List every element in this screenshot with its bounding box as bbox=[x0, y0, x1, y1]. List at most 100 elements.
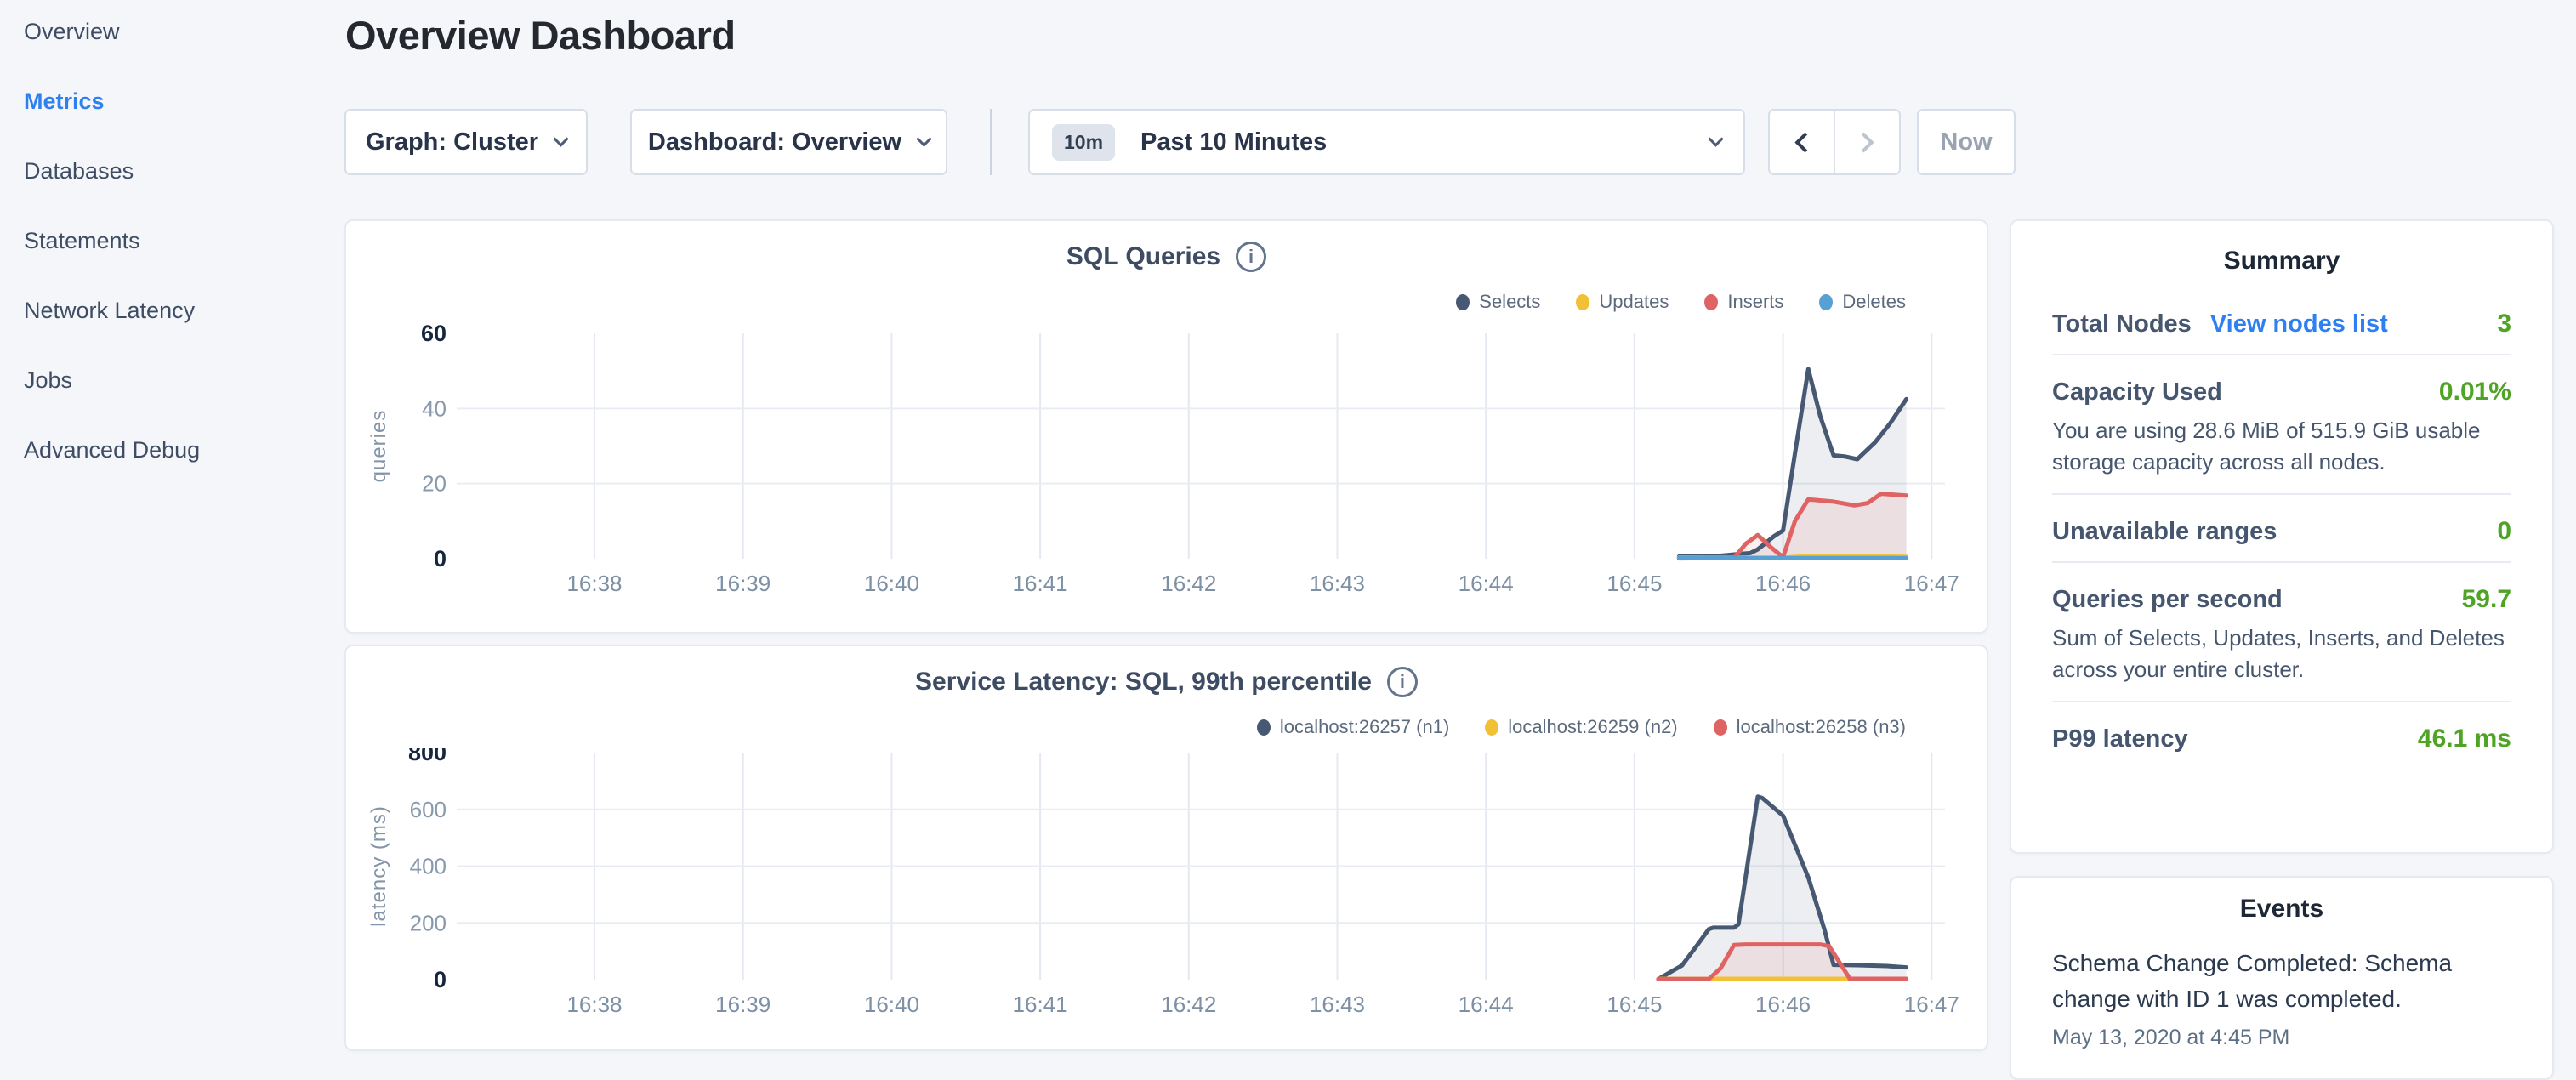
legend-item: localhost:26257 (n1) bbox=[1257, 716, 1449, 738]
service-latency-chart-card: Service Latency: SQL, 99th percentile i … bbox=[344, 645, 1988, 1051]
summary-row: Capacity Used 0.01% You are using 28.6 MiB… bbox=[2052, 355, 2511, 495]
info-icon[interactable]: i bbox=[1387, 667, 1418, 697]
legend-label: Inserts bbox=[1727, 291, 1783, 313]
summary-row: P99 latency46.1 ms bbox=[2052, 702, 2511, 769]
svg-text:16:42: 16:42 bbox=[1161, 992, 1216, 1017]
svg-text:16:45: 16:45 bbox=[1606, 992, 1662, 1017]
chevron-down-icon bbox=[916, 131, 931, 146]
legend-dot-icon bbox=[1714, 719, 1727, 736]
svg-text:16:40: 16:40 bbox=[864, 992, 919, 1017]
summary-row-value: 59.7 bbox=[2462, 585, 2511, 614]
info-icon[interactable]: i bbox=[1236, 242, 1266, 272]
sidebar-item-advanced-debug[interactable]: Advanced Debug bbox=[24, 435, 330, 464]
sidebar-item-jobs[interactable]: Jobs bbox=[24, 366, 330, 395]
time-step-buttons bbox=[1768, 109, 1901, 175]
legend-item: Updates bbox=[1576, 291, 1669, 313]
svg-text:16:44: 16:44 bbox=[1459, 571, 1514, 596]
svg-text:16:47: 16:47 bbox=[1904, 571, 1959, 596]
now-button[interactable]: Now bbox=[1917, 109, 2016, 175]
svg-text:0: 0 bbox=[434, 967, 446, 992]
summary-row-value: 0 bbox=[2497, 517, 2511, 546]
sidebar-item-databases[interactable]: Databases bbox=[24, 156, 330, 185]
summary-row-label: Capacity Used bbox=[2052, 378, 2222, 406]
svg-text:400: 400 bbox=[410, 854, 446, 879]
chevron-right-icon bbox=[1853, 132, 1874, 152]
svg-text:16:47: 16:47 bbox=[1904, 992, 1959, 1017]
legend-dot-icon bbox=[1819, 294, 1833, 310]
summary-panel: Summary Total Nodes View nodes list 3 Capac… bbox=[2010, 219, 2554, 854]
view-nodes-list-link[interactable]: View nodes list bbox=[2210, 310, 2388, 338]
summary-row-value: 3 bbox=[2497, 310, 2511, 338]
time-range-label: Past 10 Minutes bbox=[1140, 128, 1693, 156]
legend-item: localhost:26259 (n2) bbox=[1485, 716, 1677, 738]
svg-text:16:43: 16:43 bbox=[1310, 571, 1365, 596]
chevron-left-icon bbox=[1794, 132, 1815, 152]
svg-text:16:46: 16:46 bbox=[1755, 571, 1811, 596]
legend-dot-icon bbox=[1485, 719, 1498, 736]
summary-row-label: Unavailable ranges bbox=[2052, 518, 2277, 546]
summary-row-subtext: Sum of Selects, Updates, Inserts, and De… bbox=[2052, 622, 2511, 685]
chart-legend: Selects Updates Inserts Deletes bbox=[1456, 291, 1906, 313]
svg-text:40: 40 bbox=[422, 395, 446, 421]
svg-text:60: 60 bbox=[421, 323, 446, 346]
chevron-down-icon bbox=[1708, 131, 1723, 146]
svg-text:16:41: 16:41 bbox=[1013, 992, 1068, 1017]
time-range-dropdown[interactable]: 10m Past 10 Minutes bbox=[1028, 109, 1745, 175]
dashboard-toolbar: Graph: Cluster Dashboard: Overview 10m P… bbox=[344, 109, 2016, 175]
summary-row: Unavailable ranges 0 bbox=[2052, 495, 2511, 563]
time-prev-button[interactable] bbox=[1770, 111, 1834, 173]
svg-text:0: 0 bbox=[434, 546, 446, 571]
svg-text:16:39: 16:39 bbox=[715, 992, 771, 1017]
summary-title: Summary bbox=[2052, 247, 2511, 276]
legend-item: localhost:26258 (n3) bbox=[1714, 716, 1906, 738]
chart-legend: localhost:26257 (n1) localhost:26259 (n2)… bbox=[1257, 716, 1906, 738]
svg-text:16:46: 16:46 bbox=[1755, 992, 1811, 1017]
sidebar-item-statements[interactable]: Statements bbox=[24, 226, 330, 255]
toolbar-divider bbox=[990, 109, 992, 175]
svg-text:16:40: 16:40 bbox=[864, 571, 919, 596]
svg-text:16:45: 16:45 bbox=[1606, 571, 1662, 596]
time-next-button-disabled[interactable] bbox=[1834, 111, 1899, 173]
summary-row-label: Total Nodes bbox=[2052, 310, 2192, 338]
svg-text:queries: queries bbox=[367, 410, 390, 483]
svg-text:600: 600 bbox=[410, 797, 446, 822]
dashboard-dropdown[interactable]: Dashboard: Overview bbox=[630, 109, 947, 175]
graph-scope-dropdown[interactable]: Graph: Cluster bbox=[344, 109, 588, 175]
legend-label: Selects bbox=[1479, 291, 1540, 313]
legend-dot-icon bbox=[1456, 294, 1470, 310]
summary-row: Total Nodes View nodes list 3 bbox=[2052, 287, 2511, 355]
summary-row-value: 46.1 ms bbox=[2418, 725, 2511, 753]
events-title: Events bbox=[2052, 895, 2511, 924]
sidebar-item-metrics[interactable]: Metrics bbox=[24, 87, 330, 116]
service-latency-chart[interactable]: 16:3816:3916:4016:4116:4216:4316:4416:45… bbox=[346, 748, 1990, 1049]
summary-row-subtext: You are using 28.6 MiB of 515.9 GiB usab… bbox=[2052, 415, 2511, 478]
page-title: Overview Dashboard bbox=[345, 12, 736, 59]
chart-title: SQL Queries bbox=[1066, 242, 1220, 271]
sidebar-item-overview[interactable]: Overview bbox=[24, 17, 330, 46]
svg-text:16:39: 16:39 bbox=[715, 571, 771, 596]
svg-text:200: 200 bbox=[410, 910, 446, 935]
legend-dot-icon bbox=[1576, 294, 1589, 310]
graph-scope-dropdown-label: Graph: Cluster bbox=[366, 128, 538, 156]
legend-label: Updates bbox=[1599, 291, 1669, 313]
dashboard-dropdown-label: Dashboard: Overview bbox=[648, 128, 901, 156]
legend-label: localhost:26259 (n2) bbox=[1508, 716, 1677, 738]
events-panel: Events Schema Change Completed: Schema c… bbox=[2010, 876, 2554, 1080]
svg-text:latency (ms): latency (ms) bbox=[367, 805, 390, 927]
svg-text:16:38: 16:38 bbox=[566, 571, 622, 596]
svg-text:800: 800 bbox=[408, 748, 446, 765]
svg-text:16:38: 16:38 bbox=[566, 992, 622, 1017]
summary-row: Queries per second59.7Sum of Selects, Up… bbox=[2052, 563, 2511, 702]
legend-item: Selects bbox=[1456, 291, 1540, 313]
svg-text:16:42: 16:42 bbox=[1161, 571, 1216, 596]
sidebar-item-network-latency[interactable]: Network Latency bbox=[24, 296, 330, 325]
time-range-badge: 10m bbox=[1052, 124, 1115, 161]
legend-item: Deletes bbox=[1819, 291, 1906, 313]
summary-row-value: 0.01% bbox=[2439, 378, 2511, 406]
legend-dot-icon bbox=[1257, 719, 1271, 736]
sql-queries-chart[interactable]: 16:3816:3916:4016:4116:4216:4316:4416:45… bbox=[346, 323, 1990, 634]
svg-text:16:44: 16:44 bbox=[1459, 992, 1514, 1017]
chart-title: Service Latency: SQL, 99th percentile bbox=[915, 668, 1372, 696]
event-message[interactable]: Schema Change Completed: Schema change w… bbox=[2052, 946, 2482, 1017]
svg-text:20: 20 bbox=[422, 471, 446, 497]
